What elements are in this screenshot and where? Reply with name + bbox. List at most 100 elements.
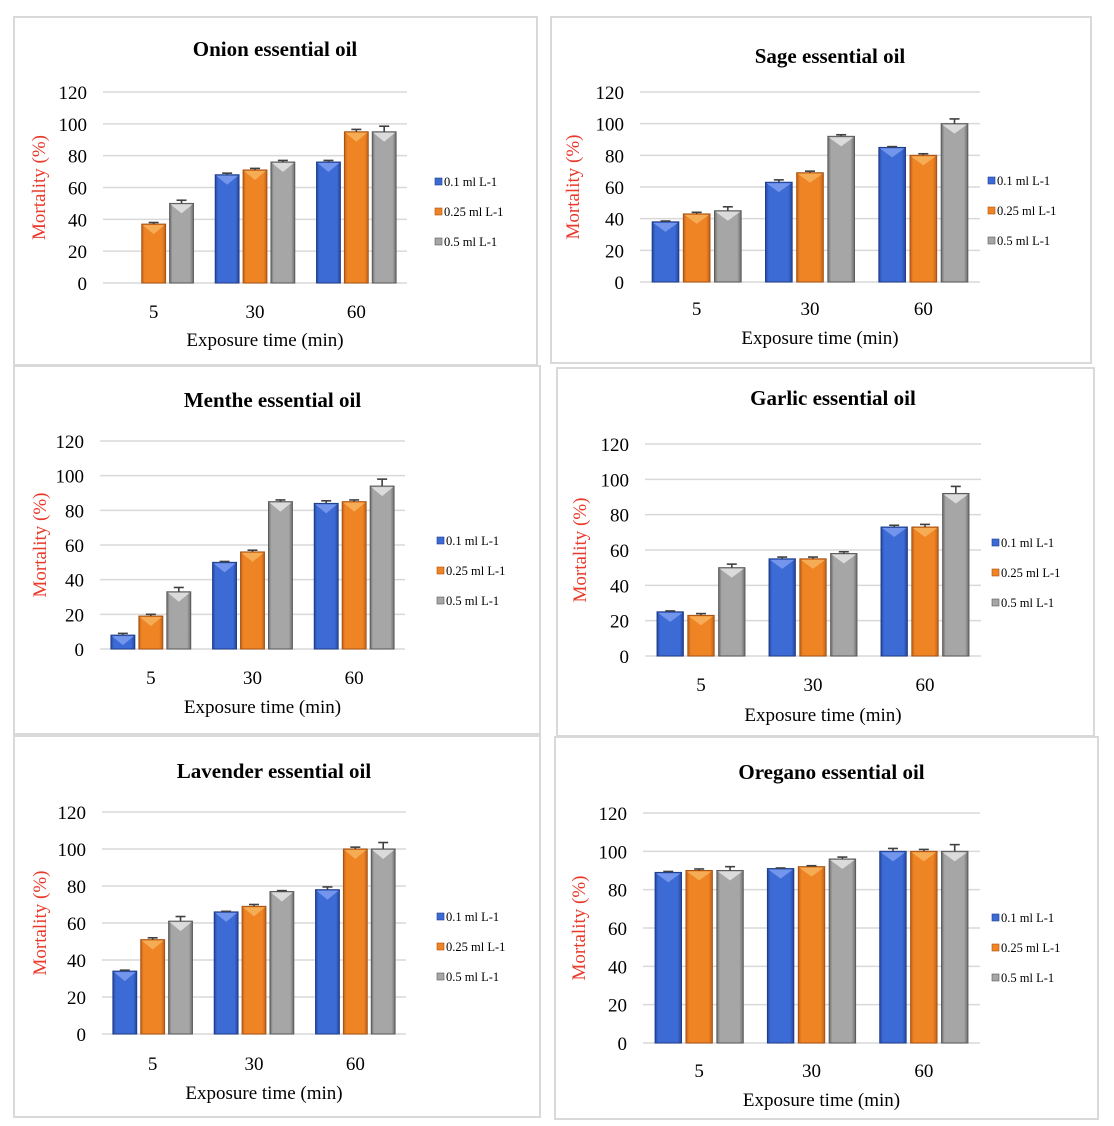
bar-bevel bbox=[270, 892, 293, 902]
legend-label: 0.25 ml L-1 bbox=[997, 204, 1056, 218]
y-tick-label: 80 bbox=[608, 881, 627, 902]
y-tick-label: 40 bbox=[605, 210, 624, 231]
y-axis-label: Mortality (%) bbox=[570, 497, 591, 602]
bar-bevel bbox=[911, 156, 936, 166]
bar-bevel bbox=[316, 890, 339, 900]
y-tick-label: 0 bbox=[615, 273, 625, 294]
y-axis-label: Mortality (%) bbox=[29, 135, 50, 240]
y-tick-label: 120 bbox=[596, 83, 625, 104]
x-tick-label: 30 bbox=[801, 299, 820, 320]
x-tick-label: 60 bbox=[347, 302, 366, 323]
bar bbox=[242, 169, 268, 284]
chart-panel-oregano: Oregano essential oil 0 20 40 60 80 100 120 Mort… bbox=[554, 736, 1099, 1120]
bar-bevel bbox=[216, 175, 239, 185]
bar bbox=[941, 850, 969, 1044]
y-tick-label: 120 bbox=[601, 435, 630, 456]
bar-bevel bbox=[141, 940, 164, 950]
bar-bevel bbox=[911, 852, 937, 862]
legend-swatch bbox=[991, 598, 1000, 607]
legend-label: 0.1 ml L-1 bbox=[1001, 536, 1054, 550]
chart-svg: Sage essential oil 0 20 40 60 80 100 120 Mortali… bbox=[563, 44, 1056, 349]
chart-panel-garlic: Garlic essential oil 0 20 40 60 80 100 120 Morta… bbox=[556, 367, 1095, 737]
bar-bevel bbox=[800, 559, 826, 569]
bar-bevel bbox=[879, 148, 905, 158]
y-tick-label: 80 bbox=[610, 506, 629, 527]
bar bbox=[878, 146, 906, 283]
legend-swatch bbox=[987, 206, 996, 215]
bar-bevel bbox=[344, 850, 367, 859]
legend-label: 0.25 ml L-1 bbox=[1001, 566, 1060, 580]
chart-title: Lavender essential oil bbox=[177, 759, 372, 783]
bar-bevel bbox=[943, 494, 968, 504]
bar bbox=[942, 492, 970, 657]
y-tick-label: 40 bbox=[67, 951, 86, 972]
x-tick-label: 60 bbox=[345, 668, 364, 689]
bar bbox=[796, 172, 824, 283]
bar bbox=[140, 939, 166, 1035]
legend-swatch bbox=[436, 536, 445, 545]
bar-bevel bbox=[831, 554, 856, 564]
y-tick-label: 0 bbox=[75, 640, 85, 661]
legend-swatch bbox=[436, 912, 445, 921]
bar bbox=[371, 131, 397, 284]
bar-bevel bbox=[373, 132, 396, 142]
y-tick-label: 60 bbox=[68, 179, 87, 200]
bar-bevel bbox=[656, 873, 681, 883]
legend-swatch bbox=[987, 176, 996, 185]
chart-panel-menthe: Menthe essential oil 0 20 40 60 80 100 120 Morta… bbox=[13, 365, 541, 735]
bar-bevel bbox=[167, 592, 190, 602]
y-tick-label: 0 bbox=[77, 1025, 87, 1046]
legend-item: 0.1 ml L-1 bbox=[434, 175, 497, 189]
y-tick-label: 120 bbox=[58, 803, 87, 824]
bar-bevel bbox=[371, 487, 394, 497]
bar bbox=[828, 858, 857, 1044]
bar bbox=[765, 181, 793, 283]
bar-bevel bbox=[719, 568, 744, 578]
y-tick-label: 40 bbox=[610, 576, 629, 597]
chart-svg: Menthe essential oil 0 20 40 60 80 100 120 Morta… bbox=[30, 388, 505, 718]
y-axis-label: Mortality (%) bbox=[30, 492, 51, 597]
x-axis-label: Exposure time (min) bbox=[741, 328, 898, 349]
y-tick-label: 80 bbox=[67, 877, 86, 898]
x-tick-label: 30 bbox=[246, 302, 265, 323]
legend-swatch bbox=[991, 538, 1000, 547]
y-tick-label: 80 bbox=[65, 501, 84, 522]
bar bbox=[799, 558, 827, 657]
bar-bevel bbox=[113, 972, 136, 982]
y-tick-label: 120 bbox=[59, 83, 88, 104]
legend-label: 0.1 ml L-1 bbox=[444, 175, 497, 189]
bar bbox=[214, 174, 240, 284]
bar bbox=[879, 850, 907, 1044]
bar bbox=[714, 210, 742, 283]
y-tick-label: 60 bbox=[65, 536, 84, 557]
bar-bevel bbox=[942, 852, 967, 862]
bar bbox=[797, 866, 826, 1044]
legend-item: 0.1 ml L-1 bbox=[991, 911, 1054, 925]
bar-bevel bbox=[942, 124, 967, 134]
x-tick-label: 30 bbox=[804, 675, 823, 696]
bar-bevel bbox=[142, 225, 165, 235]
legend-label: 0.5 ml L-1 bbox=[446, 970, 499, 984]
bar-bevel bbox=[345, 132, 368, 142]
y-axis-label: Mortality (%) bbox=[30, 870, 51, 975]
x-tick-label: 5 bbox=[149, 302, 159, 323]
y-tick-label: 80 bbox=[605, 146, 624, 167]
bar bbox=[718, 567, 746, 657]
bar bbox=[369, 485, 395, 650]
legend-label: 0.5 ml L-1 bbox=[444, 235, 497, 249]
bar bbox=[270, 161, 296, 284]
legend-swatch bbox=[991, 943, 1000, 952]
bar-bevel bbox=[768, 869, 793, 879]
x-tick-label: 60 bbox=[914, 299, 933, 320]
x-tick-label: 5 bbox=[692, 299, 702, 320]
bar-bevel bbox=[828, 137, 854, 147]
bar-bevel bbox=[912, 528, 938, 538]
bar bbox=[341, 501, 367, 650]
bar-bevel bbox=[317, 163, 340, 173]
legend-label: 0.25 ml L-1 bbox=[446, 940, 505, 954]
bar bbox=[169, 202, 194, 284]
y-tick-label: 40 bbox=[608, 957, 627, 978]
bar-bevel bbox=[315, 504, 338, 514]
x-tick-label: 5 bbox=[694, 1061, 704, 1082]
legend-swatch bbox=[436, 942, 445, 951]
